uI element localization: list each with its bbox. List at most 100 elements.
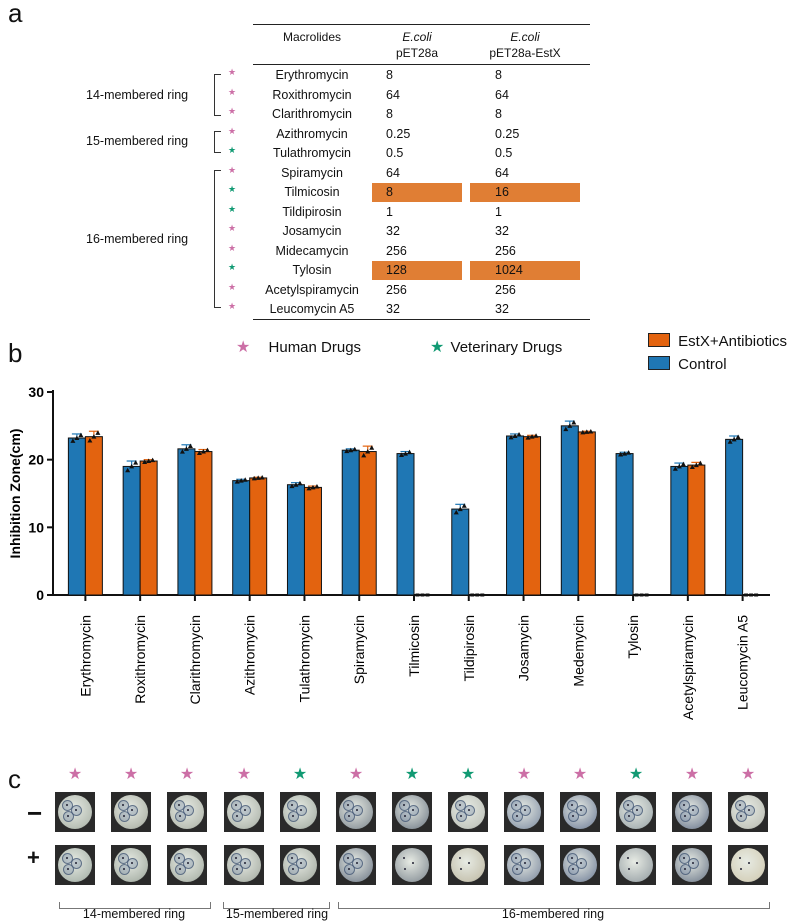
x-tick-label: Acetylspiramycin: [680, 615, 696, 720]
y-tick-label: 20: [28, 452, 44, 468]
header-ecoli-1: E.coli: [402, 30, 432, 44]
zero-marker: [639, 593, 644, 597]
mic-pet28a-estx: 0.25: [495, 126, 520, 141]
control-bar: [670, 465, 689, 596]
data-point-marker: [150, 457, 156, 463]
x-tick-label: Azithromycin: [242, 615, 258, 695]
data-point-marker: [571, 420, 577, 425]
control-bar: [67, 437, 86, 596]
data-point-marker: [588, 428, 594, 434]
data-point-marker: [461, 503, 467, 508]
data-point-marker: [259, 474, 265, 480]
mic-pet28a-estx: 8: [495, 107, 502, 121]
disc-dot: [291, 804, 293, 806]
plate-plus: [672, 845, 712, 885]
x-tick-label: Tildipirosin: [461, 615, 477, 681]
data-point-marker: [255, 475, 261, 480]
header-pet28a-estx: pET28a-EstX: [489, 46, 561, 60]
disc-dot: [692, 862, 694, 864]
plate-plus: [560, 845, 600, 885]
photo-label-15: 15-membered ring: [225, 907, 329, 921]
disc-dot: [739, 804, 741, 806]
plate-minus: [672, 792, 712, 832]
data-point-marker: [95, 430, 101, 435]
data-point-marker: [676, 463, 682, 469]
photo-label-14: 14-membered ring: [82, 907, 186, 921]
y-axis-label: Inhibition Zone(cm): [7, 429, 23, 559]
plate-minus: [224, 792, 264, 832]
data-point-marker: [293, 482, 299, 487]
data-point-marker: [87, 437, 93, 443]
human-star-icon: ★: [516, 766, 532, 783]
data-point-marker: [297, 480, 303, 486]
mic-pet28a: 8: [386, 185, 393, 199]
petri-dish: [731, 848, 765, 882]
zero-marker: [475, 593, 480, 597]
plate-minus: [55, 792, 95, 832]
disc-dot: [748, 862, 750, 864]
mic-pet28a: 32: [386, 224, 400, 238]
vet-star-icon: ★: [628, 766, 644, 783]
zero-marker: [420, 593, 425, 597]
estx-bar: [139, 460, 158, 596]
disc-dot: [683, 804, 685, 806]
table-header-pet28a-estx: E.coli pET28a-EstX: [470, 30, 580, 60]
data-point-marker: [234, 479, 240, 484]
macrolide-name: Acetylspiramycin: [265, 282, 359, 297]
table-row: ★ Spiramycin 64 64: [0, 164, 800, 183]
disc-dot: [347, 857, 349, 859]
macrolide-name: Tylosin: [292, 263, 332, 277]
table-header-macrolides: Macrolides: [282, 30, 342, 44]
control-bar: [177, 448, 196, 596]
x-tick-label: Clarithromycin: [187, 615, 203, 704]
petri-dish: [395, 848, 429, 882]
disc-dot: [122, 857, 124, 859]
disc-dot: [412, 809, 414, 811]
plate-minus: [504, 792, 544, 832]
data-point-marker: [238, 478, 244, 483]
disc-dot: [244, 809, 246, 811]
table-row: ★ Erythromycin 8 8: [0, 66, 800, 85]
macrolide-name: Azithromycin: [276, 126, 348, 141]
table-row: ★ Josamycin 32 32: [0, 222, 800, 241]
mic-pet28a: 8: [386, 107, 393, 121]
legend-control-swatch: [648, 356, 670, 370]
plate-plus: [167, 845, 207, 885]
data-point-marker: [512, 433, 518, 438]
panel-letter-a: a: [8, 0, 23, 28]
mic-table-panel: Macrolides E.coli pET28a E.coli pET28a-E…: [0, 0, 800, 330]
plate-plus: [616, 845, 656, 885]
plate-plus: [728, 845, 768, 885]
human-star-icon: ★: [684, 766, 700, 783]
table-row: ★ Leucomycin A5 32 32: [0, 300, 800, 319]
mic-pet28a-estx: 1024: [495, 263, 523, 277]
disc-dot: [348, 815, 350, 817]
human-star-icon: ★: [228, 86, 237, 97]
disc-dot: [628, 868, 630, 870]
data-point-marker: [361, 452, 367, 458]
vet-star-icon: ★: [404, 766, 420, 783]
plate-minus: [280, 792, 320, 832]
mic-pet28a: 64: [386, 165, 400, 180]
data-point-marker: [146, 458, 152, 464]
vet-star-icon: ★: [228, 262, 237, 272]
data-point-marker: [183, 446, 189, 451]
human-star-icon: ★: [572, 766, 588, 783]
data-point-marker: [626, 450, 632, 455]
zero-marker: [480, 593, 485, 597]
plate-minus: [448, 792, 488, 832]
data-point-marker: [689, 464, 695, 469]
legend-human-drugs: ★ Human Drugs: [236, 337, 361, 357]
disc-dot: [131, 809, 133, 811]
data-point-marker: [142, 459, 148, 464]
zero-marker: [470, 593, 475, 597]
macrolide-name: Roxithromycin: [272, 87, 352, 102]
macrolide-name: Erythromycin: [275, 68, 349, 82]
disc-dot: [460, 868, 462, 870]
vet-star-icon: ★: [228, 203, 237, 214]
highlight-cell-1: [372, 183, 462, 202]
table-row: ★ Tulathromycin 0.5 0.5: [0, 144, 800, 163]
disc-dot: [580, 809, 582, 811]
legend-control: Control: [648, 356, 727, 373]
mic-pet28a-estx: 1: [495, 204, 502, 219]
